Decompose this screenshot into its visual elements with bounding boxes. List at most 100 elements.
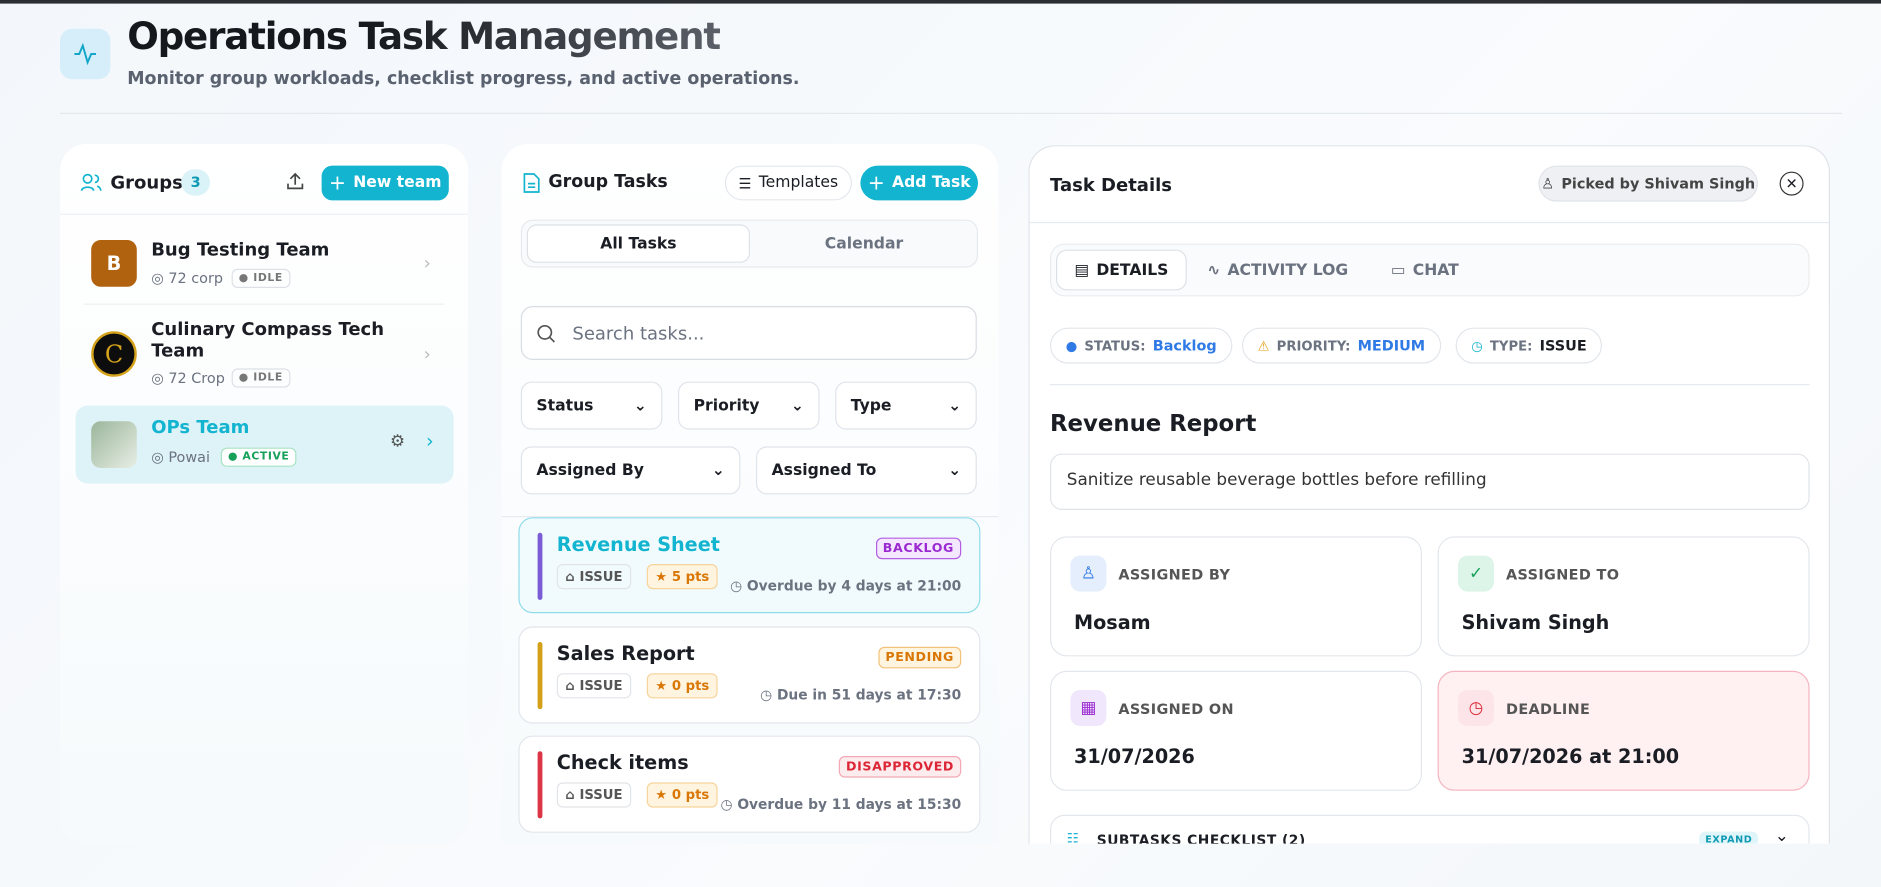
task-due: ◷ Overdue by 11 days at 15:30 (720, 795, 962, 813)
location-text: Powai (168, 448, 210, 466)
chevron: ⌄ (790, 396, 805, 415)
groups-panel: Groups 3 + New team B Bug Testing Team ◎ … (60, 144, 469, 844)
tab-active[interactable]: All Tasks (526, 224, 750, 263)
groups-icon (80, 173, 102, 192)
details-title: Task Details (1050, 174, 1173, 196)
tab-label: CHAT (1412, 261, 1459, 279)
doc-icon: ▤ (1074, 261, 1090, 279)
list-icon: ☷ (1066, 830, 1079, 844)
tab[interactable]: ▭ CHAT (1391, 250, 1459, 291)
subtasks-title: SUBTASKS CHECKLIST (2) (1096, 831, 1306, 844)
divider (84, 303, 445, 305)
filter-label: Priority (693, 396, 760, 415)
tab[interactable]: ∿ ACTIVITY LOG (1207, 250, 1348, 291)
chevron: ⌄ (948, 461, 962, 480)
filter-select[interactable]: Status ⌄ (520, 381, 663, 430)
chevron: › (426, 429, 434, 453)
details-tabs: ▤ DETAILS ∿ ACTIVITY LOG ▭ CHAT (1050, 243, 1810, 297)
location-text: 72 Crop (168, 369, 225, 387)
divider (1029, 222, 1829, 224)
task-title: Revenue Report (1050, 410, 1257, 437)
add-task-button[interactable]: + Add Task (860, 165, 979, 201)
tab[interactable]: Calendar (824, 234, 904, 253)
chip-label: STATUS: (1084, 337, 1146, 354)
warning-icon: ⚠ (1257, 337, 1270, 354)
chip-label: TYPE: (1489, 337, 1533, 354)
chat-icon: ▭ (1390, 261, 1406, 279)
priority-bar (537, 751, 543, 819)
group-name: OPs Team (151, 416, 250, 439)
field-value: Mosam (1074, 610, 1151, 634)
tab-active[interactable]: ▤ DETAILS (1056, 249, 1187, 291)
filter-label: Assigned To (771, 461, 877, 480)
divider (1050, 384, 1810, 386)
tab-label: DETAILS (1096, 261, 1169, 279)
user-icon: ♙ (1541, 175, 1555, 192)
task-card[interactable]: Revenue Sheet BACKLOG ⌂ ISSUE ★ 5 pts ◷ Ov… (518, 517, 981, 614)
star-icon: ★ (655, 568, 668, 585)
task-description: Sanitize reusable beverage bottles befor… (1050, 453, 1810, 511)
group-row[interactable]: C Culinary Compass Tech Team ◎ 72 Crop ●… (76, 307, 454, 401)
page-title: Operations Task Management (127, 15, 721, 59)
priority-bar (537, 532, 543, 600)
field-label: ASSIGNED TO (1506, 566, 1620, 584)
task-title: Revenue Sheet (556, 532, 720, 556)
group-status: ● IDLE (231, 268, 291, 288)
group-row[interactable]: B Bug Testing Team ◎ 72 corp ● IDLE › (76, 228, 454, 302)
tab-bar: All Tasks Calendar (520, 219, 979, 268)
field-value: 31/07/2026 (1074, 745, 1195, 768)
status-text: IDLE (253, 272, 283, 285)
filter-label: Type (850, 396, 892, 415)
task-due: ◷ Overdue by 4 days at 21:00 (730, 577, 962, 594)
status-chip: ● STATUS: Backlog (1050, 327, 1233, 364)
subtasks-box[interactable]: ☷ SUBTASKS CHECKLIST (2) EXPAND ⌄ (1050, 814, 1810, 844)
filter-select[interactable]: Assigned By ⌄ (520, 446, 741, 495)
star-icon: ★ (655, 787, 668, 803)
group-name: Culinary Compass Tech Team (151, 318, 385, 362)
filter-select[interactable]: Type ⌄ (835, 381, 977, 430)
new-team-button[interactable]: + New team (321, 165, 449, 201)
add-task-label: Add Task (892, 174, 971, 192)
divider (60, 112, 1843, 115)
top-bar (0, 0, 1881, 4)
export-button[interactable] (286, 172, 305, 191)
plus-icon: + (867, 171, 885, 196)
field-value: Shivam Singh (1461, 610, 1610, 634)
task-card[interactable]: Check items DISAPPROVED ⌂ ISSUE ★ 0 pts ◷ … (518, 735, 981, 833)
field-icon: ♙ (1070, 555, 1107, 592)
field-card: ▦ ASSIGNED ON 31/07/2026 (1050, 670, 1422, 791)
task-card[interactable]: Sales Report PENDING ⌂ ISSUE ★ 0 pts ◷ Due… (518, 626, 981, 724)
group-row-active[interactable]: OPs Team ◎ Powai ● ACTIVE ⚙ › (75, 405, 454, 484)
group-status: ● IDLE (231, 368, 291, 388)
expand-badge[interactable]: EXPAND (1699, 831, 1759, 844)
task-status: PENDING (878, 646, 962, 669)
type-chip: ◷ TYPE: ISSUE (1455, 327, 1603, 364)
list-icon: ☰ (738, 174, 752, 192)
chip-value: Backlog (1152, 337, 1217, 354)
activity-icon: ∿ (1207, 261, 1221, 279)
templates-button[interactable]: ☰ Templates (724, 165, 853, 201)
tag-icon: ⌂ (565, 787, 575, 803)
tasks-icon (523, 173, 540, 193)
location-text: 72 corp (168, 270, 224, 287)
task-points: ★ 5 pts (646, 564, 718, 590)
type-text: ISSUE (579, 787, 623, 803)
picked-by-text: Picked by Shivam Singh (1561, 175, 1756, 192)
points-text: 0 pts (671, 678, 710, 694)
status-text: IDLE (253, 372, 283, 384)
divider (501, 516, 999, 518)
star-icon: ★ (655, 678, 668, 694)
settings-icon[interactable]: ⚙ (390, 432, 406, 452)
search-box[interactable]: Search tasks... (520, 306, 977, 360)
group-avatar: B (91, 240, 137, 287)
filter-select[interactable]: Priority ⌄ (678, 381, 820, 430)
due-text: Overdue by 11 days at 15:30 (737, 795, 962, 813)
close-button[interactable]: ✕ (1779, 171, 1804, 196)
chevron: ⌄ (1774, 826, 1789, 844)
status-text: ACTIVE (242, 451, 290, 464)
divider (60, 213, 469, 215)
filter-select[interactable]: Assigned To ⌄ (756, 446, 977, 495)
type-text: ISSUE (579, 678, 623, 694)
field-value: 31/07/2026 at 21:00 (1461, 745, 1680, 768)
